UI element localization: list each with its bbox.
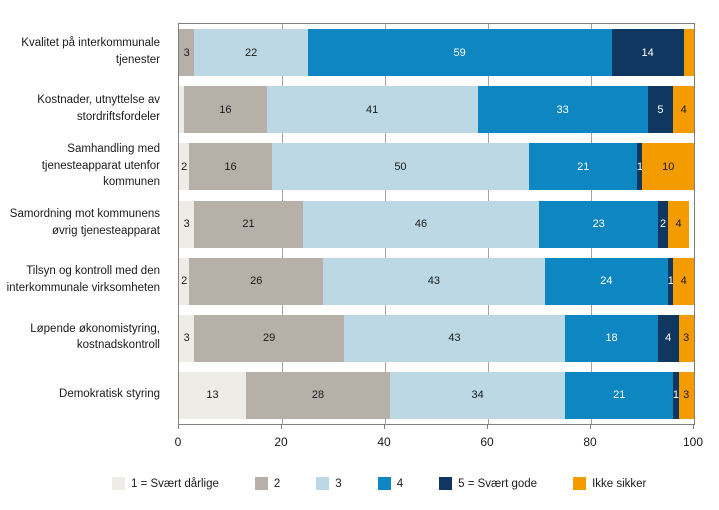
x-tick-mark	[281, 424, 282, 429]
legend-item: 5 = Svært gode	[439, 477, 537, 490]
category-label: Tilsyn og kontroll med den interkommunal…	[6, 265, 160, 295]
bar-segment: 23	[539, 200, 658, 248]
legend-label: 2	[273, 477, 281, 490]
category-label: Løpende økonomistyring, kostnadskontroll	[30, 322, 160, 352]
legend-label: 1 = Svært dårlige	[131, 477, 219, 490]
bar-row: 2 16 50 21 1 10	[179, 143, 694, 191]
bar-row: 3 21 46 23 2 4	[179, 200, 694, 248]
legend-swatch-icon	[573, 477, 587, 490]
bar-segment: 29	[194, 314, 344, 362]
bar-segment: 21	[529, 143, 638, 191]
bar-segment: 3	[179, 29, 195, 77]
bar-segment: 3	[179, 314, 195, 362]
bar-segment: 3	[179, 200, 195, 248]
legend-item: Ikke sikker	[573, 477, 646, 490]
bar-row: 3 22 59 14	[179, 29, 694, 77]
bar-segment: 22	[194, 29, 308, 77]
legend-label: 3	[335, 477, 342, 490]
category-label: Demokratisk styring	[59, 388, 160, 401]
bar-segment: 3	[678, 371, 694, 419]
legend: 1 = Svært dårlige 2 3 4 5 = Svært gode Ikke s…	[112, 477, 646, 490]
bar-segment: 4	[668, 200, 689, 248]
bar-segment: 59	[307, 29, 612, 77]
bar-segment: 4	[657, 314, 679, 362]
x-tick-mark	[487, 424, 488, 429]
bar-segment	[179, 86, 185, 134]
category-label: Kvalitet på interkommunale tjenester	[21, 36, 160, 66]
legend-swatch-icon	[112, 477, 125, 490]
y-axis-labels: Kvalitet på interkommunale tjenester Kost…	[0, 23, 168, 423]
bar-segment: 33	[477, 86, 648, 134]
bar-segment: 1	[668, 257, 674, 305]
bar-segment: 2	[179, 143, 190, 191]
x-tick-mark	[590, 424, 591, 429]
bar-segment: 46	[302, 200, 540, 248]
x-tick-label: 40	[377, 435, 391, 449]
bar-segment: 1	[637, 143, 643, 191]
bar-segment	[683, 29, 694, 77]
bar-segment: 41	[266, 86, 478, 134]
legend-swatch-icon	[316, 477, 330, 490]
bar-segment: 28	[245, 371, 391, 419]
bar-segment: 4	[673, 257, 694, 305]
bar-segment: 43	[343, 314, 566, 362]
category-label: Kostnader, utnyttelse av stordriftsforde…	[37, 94, 160, 123]
legend-item: 1 = Svært dårlige	[112, 477, 219, 490]
bar-segment: 21	[565, 371, 674, 419]
bar-segment: 43	[323, 257, 545, 305]
x-tick-mark	[693, 424, 694, 429]
legend-item: 3	[316, 477, 342, 490]
bar-segment: 13	[179, 371, 246, 419]
bar-segment: 14	[611, 29, 684, 77]
x-tick-label: 0	[174, 435, 182, 449]
bar-row: 13 28 34 21 1 3	[179, 371, 694, 419]
legend-label: 4	[396, 477, 404, 490]
bar-segment: 3	[678, 314, 694, 362]
bar-segment: 5	[647, 86, 674, 134]
bar-segment: 16	[189, 143, 272, 191]
legend-swatch-icon	[377, 477, 391, 490]
bar-segment: 16	[184, 86, 267, 134]
category-label: Samhandling med tjenesteapparat utenfor …	[41, 142, 160, 189]
plot-area: 3 22 59 14 16 41 33 5 4 2 16 50 21 1 10 3 21 46 23 2 4 2 26 43 2…	[178, 23, 695, 425]
legend-swatch-icon	[439, 477, 453, 490]
bar-segment: 24	[544, 257, 669, 305]
bar-row: 3 29 43 18 4 3	[179, 314, 694, 362]
bar-segment: 2	[657, 200, 669, 248]
bar-segment: 50	[271, 143, 530, 191]
x-tick-label: 100	[682, 435, 704, 449]
bar-row: 2 26 43 24 1 4	[179, 257, 694, 305]
legend-item: 2	[254, 477, 281, 490]
bar-segment: 26	[189, 257, 324, 305]
bar-row: 16 41 33 5 4	[179, 86, 694, 134]
bar-segment: 21	[194, 200, 303, 248]
bar-segment: 18	[565, 314, 658, 362]
x-tick-label: 80	[583, 435, 597, 449]
bar-segment: 10	[642, 143, 694, 191]
x-tick-label: 20	[274, 435, 288, 449]
x-tick-label: 60	[480, 435, 494, 449]
bar-segment: 4	[673, 86, 694, 134]
legend-label: Ikke sikker	[592, 477, 647, 490]
x-tick-mark	[384, 424, 385, 429]
bar-segment: 1	[673, 371, 679, 419]
bar-segment: 34	[390, 371, 566, 419]
x-tick-mark	[178, 424, 179, 429]
legend-label: 5 = Svært gode	[458, 477, 538, 490]
category-label: Samordning mot kommunens øvrig tjenestea…	[9, 208, 160, 237]
legend-swatch-icon	[254, 477, 268, 490]
bar-segment: 2	[179, 257, 190, 305]
legend-item: 4	[377, 477, 404, 490]
